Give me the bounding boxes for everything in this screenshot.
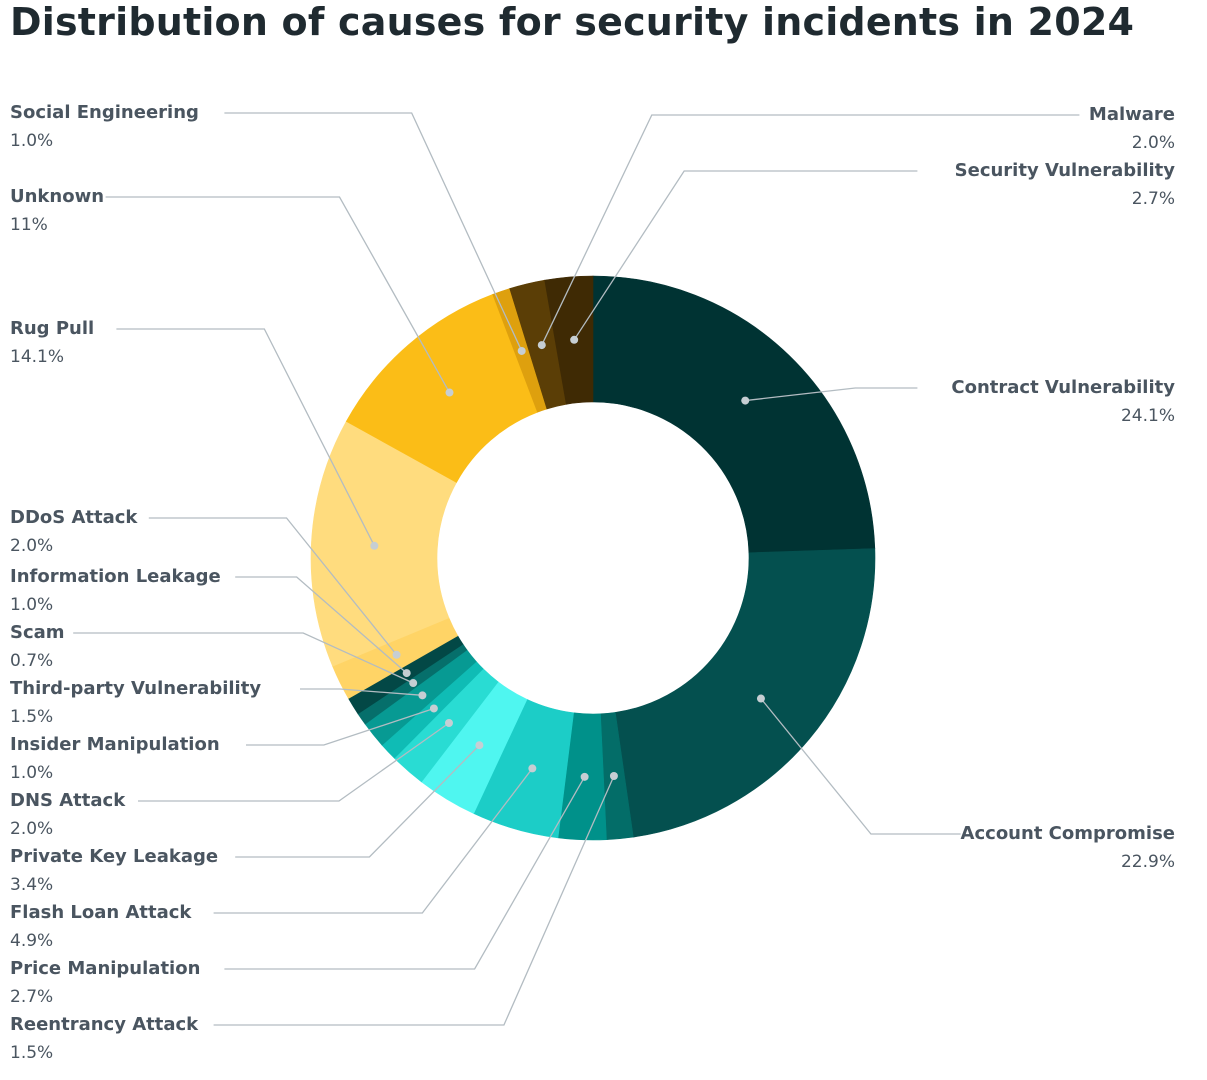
leader-line-dns-attack bbox=[138, 722, 450, 802]
leader-line-contract-vulnerability bbox=[745, 387, 918, 402]
leader-dot-flash-loan-attack bbox=[528, 764, 537, 773]
slice-label-security-vulnerability: Security Vulnerability bbox=[955, 160, 1176, 181]
leader-line-third-party-vulnerability bbox=[300, 688, 423, 696]
slice-security-vulnerability[interactable] bbox=[544, 275, 594, 405]
leader-line-private-key-leakage bbox=[235, 744, 480, 858]
slice-value-malware: 2.0% bbox=[1132, 133, 1175, 153]
leader-line-malware bbox=[541, 114, 1080, 346]
slice-label-information-leakage: Information Leakage bbox=[10, 566, 221, 587]
leader-line-flash-loan-attack bbox=[213, 768, 533, 914]
leader-line-unknown bbox=[105, 196, 451, 393]
slice-value-price-manipulation: 2.7% bbox=[10, 987, 53, 1007]
slice-label-reentrancy-attack: Reentrancy Attack bbox=[10, 1014, 199, 1035]
leader-dot-price-manipulation bbox=[580, 772, 589, 781]
leader-dot-insider-manipulation bbox=[429, 704, 438, 713]
leader-dot-security-vulnerability bbox=[570, 335, 579, 344]
slice-value-information-leakage: 1.0% bbox=[10, 595, 53, 615]
slice-label-flash-loan-attack: Flash Loan Attack bbox=[10, 902, 192, 923]
leader-line-account-compromise bbox=[760, 698, 961, 835]
leader-dot-information-leakage bbox=[402, 669, 411, 678]
leader-dot-third-party-vulnerability bbox=[418, 691, 427, 700]
leader-line-insider-manipulation bbox=[246, 707, 435, 746]
slice-value-social-engineering: 1.0% bbox=[10, 131, 53, 151]
slice-labels: Contract Vulnerability 24.1% Account Compr… bbox=[10, 102, 1175, 1063]
slice-value-ddos-attack: 2.0% bbox=[10, 536, 53, 556]
leader-dot-reentrancy-attack bbox=[609, 771, 618, 780]
slice-value-unknown: 11% bbox=[10, 215, 48, 235]
slice-label-insider-manipulation: Insider Manipulation bbox=[10, 734, 220, 755]
leader-line-scam bbox=[73, 632, 414, 684]
slice-value-security-vulnerability: 2.7% bbox=[1132, 189, 1175, 209]
leader-dot-rug-pull bbox=[370, 541, 379, 550]
chart-title: Distribution of causes for security inci… bbox=[10, 0, 1135, 44]
slice-rug-pull[interactable] bbox=[310, 421, 457, 667]
slice-value-insider-manipulation: 1.0% bbox=[10, 763, 53, 783]
slice-value-private-key-leakage: 3.4% bbox=[10, 875, 53, 895]
slice-account-compromise[interactable] bbox=[614, 548, 876, 838]
donut-slices bbox=[310, 275, 876, 841]
slice-label-price-manipulation: Price Manipulation bbox=[10, 958, 200, 979]
slice-label-third-party-vulnerability: Third-party Vulnerability bbox=[10, 678, 261, 699]
leader-line-rug-pull bbox=[116, 328, 375, 547]
slice-value-flash-loan-attack: 4.9% bbox=[10, 931, 53, 951]
slice-value-scam: 0.7% bbox=[10, 651, 53, 671]
leader-dot-scam bbox=[409, 679, 418, 688]
slice-label-unknown: Unknown bbox=[10, 186, 104, 207]
slice-label-contract-vulnerability: Contract Vulnerability bbox=[951, 377, 1175, 398]
slice-label-account-compromise: Account Compromise bbox=[961, 823, 1175, 844]
leader-dot-malware bbox=[537, 341, 546, 350]
slice-label-social-engineering: Social Engineering bbox=[10, 102, 199, 123]
slice-contract-vulnerability[interactable] bbox=[592, 275, 876, 554]
leader-line-security-vulnerability bbox=[573, 170, 918, 341]
slice-label-scam: Scam bbox=[10, 622, 65, 643]
leader-line-social-engineering bbox=[224, 112, 523, 352]
leader-dot-private-key-leakage bbox=[475, 741, 484, 750]
leader-line-price-manipulation bbox=[224, 776, 586, 970]
slice-value-account-compromise: 22.9% bbox=[1121, 852, 1175, 872]
leader-line-information-leakage bbox=[235, 576, 408, 674]
slice-value-dns-attack: 2.0% bbox=[10, 819, 53, 839]
slice-label-dns-attack: DNS Attack bbox=[10, 790, 126, 811]
leader-line-reentrancy-attack bbox=[213, 775, 615, 1026]
leader-lines bbox=[73, 112, 1080, 1026]
slice-label-rug-pull: Rug Pull bbox=[10, 318, 94, 339]
leader-dot-account-compromise bbox=[756, 694, 765, 703]
slice-value-third-party-vulnerability: 1.5% bbox=[10, 707, 53, 727]
leader-line-ddos-attack bbox=[148, 517, 398, 656]
leader-dot-ddos-attack bbox=[392, 650, 401, 659]
slice-label-ddos-attack: DDoS Attack bbox=[10, 507, 138, 528]
leader-dot-contract-vulnerability bbox=[741, 396, 750, 405]
slice-value-reentrancy-attack: 1.5% bbox=[10, 1043, 53, 1063]
slice-value-rug-pull: 14.1% bbox=[10, 347, 64, 367]
slice-label-private-key-leakage: Private Key Leakage bbox=[10, 846, 218, 867]
leader-dot-dns-attack bbox=[444, 718, 453, 727]
slice-label-malware: Malware bbox=[1089, 104, 1175, 125]
leader-dot-social-engineering bbox=[517, 346, 526, 355]
slice-value-contract-vulnerability: 24.1% bbox=[1121, 406, 1175, 426]
leader-dot-unknown bbox=[445, 388, 454, 397]
